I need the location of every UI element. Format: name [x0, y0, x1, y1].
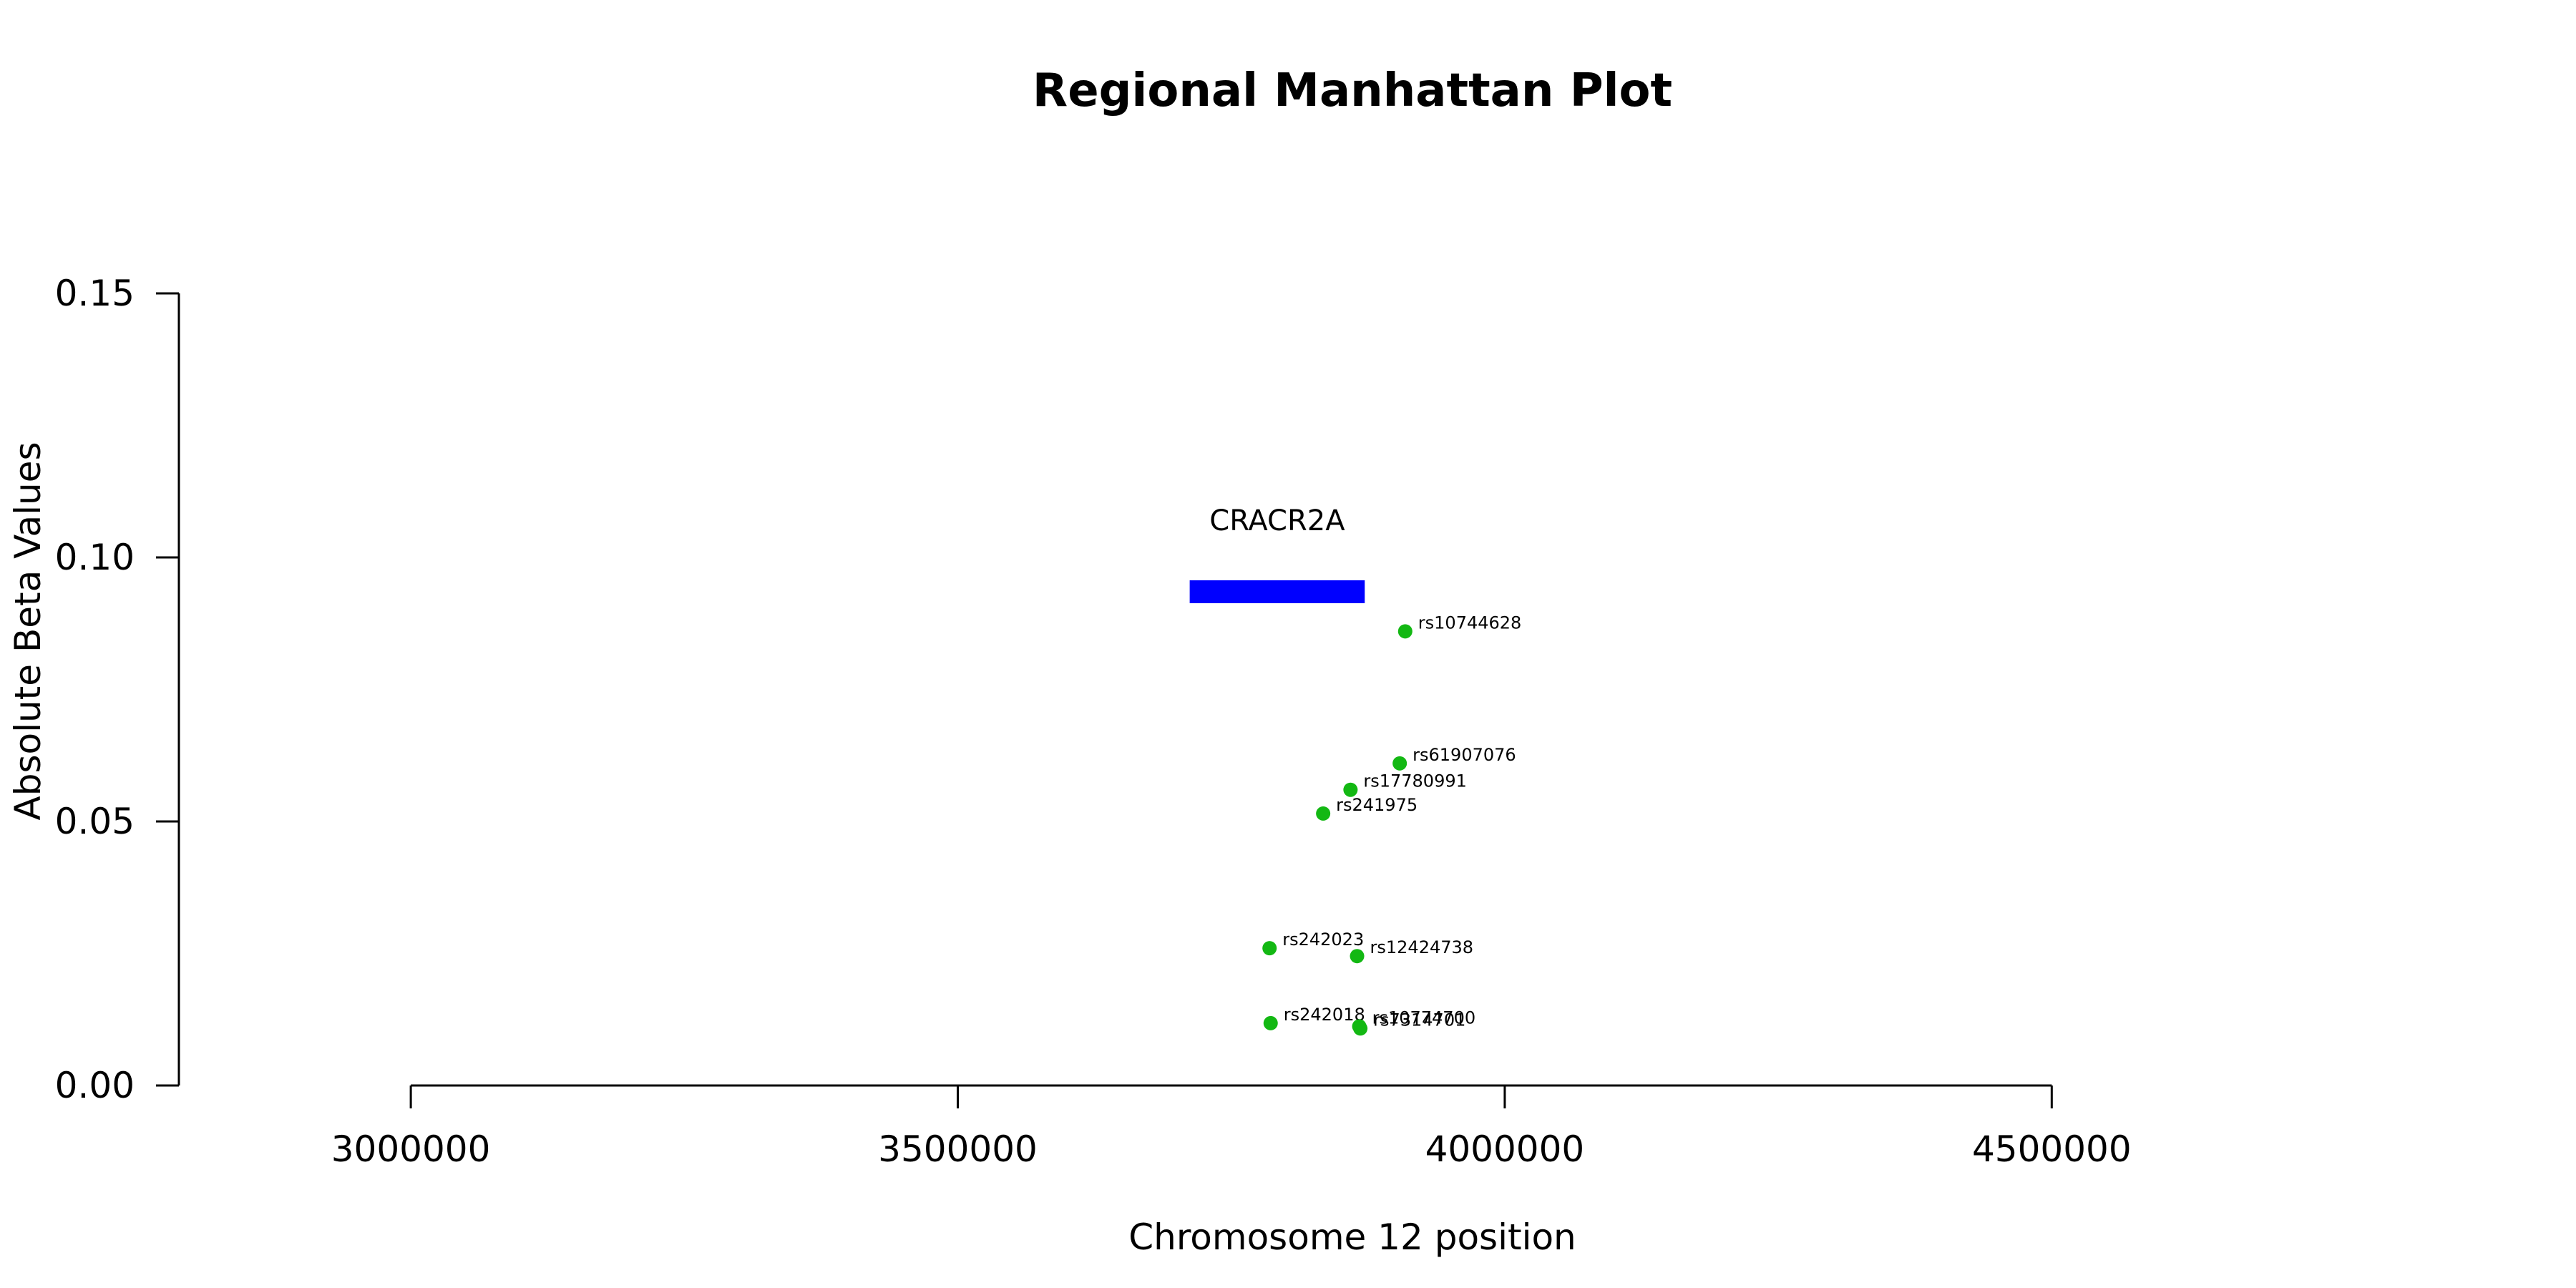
x-tick-label: 4000000 — [1425, 1128, 1585, 1170]
y-tick-label: 0.15 — [55, 273, 135, 314]
snp-point — [1353, 1021, 1368, 1036]
x-axis-label: Chromosome 12 position — [1128, 1216, 1576, 1258]
gene-bar — [1189, 580, 1365, 603]
snp-point — [1262, 941, 1277, 956]
chart-title: Regional Manhattan Plot — [1033, 64, 1672, 117]
snp-point — [1316, 806, 1331, 821]
snp-label: rs61907076 — [1413, 745, 1516, 765]
snp-points: rs10744628 rs61907076 rs17780991 rs241975 rs… — [1262, 613, 1522, 1036]
gene-track: CRACR2A — [1189, 504, 1365, 603]
y-tick-label: 0.00 — [55, 1065, 135, 1106]
x-tick-label: 3000000 — [331, 1128, 491, 1170]
snp-label: rs17780991 — [1363, 771, 1467, 791]
x-tick-label: 4500000 — [1972, 1128, 2132, 1170]
snp-label: rs10774700 — [1372, 1008, 1476, 1028]
snp-label: rs7314701 — [1373, 1010, 1465, 1030]
snp-label: rs242018 — [1284, 1005, 1365, 1025]
gene-label: CRACR2A — [1209, 504, 1345, 537]
snp-point — [1343, 782, 1358, 797]
snp-point — [1392, 756, 1407, 771]
x-tick-label: 3500000 — [878, 1128, 1038, 1170]
y-tick-label: 0.05 — [55, 801, 135, 842]
y-axis-label: Absolute Beta Values — [7, 442, 49, 821]
snp-label: rs12424738 — [1370, 937, 1474, 957]
axes: 0.00 0.05 0.10 0.15 3000000 3500000 4000000 450… — [55, 273, 2132, 1170]
snp-point — [1397, 624, 1413, 639]
snp-point — [1350, 949, 1365, 964]
snp-label: rs242023 — [1282, 930, 1364, 950]
snp-point — [1263, 1015, 1278, 1030]
snp-label: rs10744628 — [1418, 613, 1522, 633]
snp-label: rs241975 — [1336, 795, 1418, 815]
y-tick-label: 0.10 — [55, 537, 135, 578]
